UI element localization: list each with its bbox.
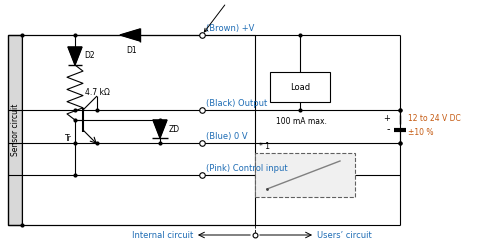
Text: 4.7 kΩ: 4.7 kΩ xyxy=(85,88,110,97)
FancyBboxPatch shape xyxy=(255,153,355,197)
Text: 100 mA max.: 100 mA max. xyxy=(276,117,326,126)
Text: Load: Load xyxy=(290,83,310,91)
Text: Users’ circuit: Users’ circuit xyxy=(317,230,372,240)
Text: ZD: ZD xyxy=(169,125,180,133)
Text: Internal circuit: Internal circuit xyxy=(132,230,193,240)
Text: -: - xyxy=(386,125,390,134)
FancyBboxPatch shape xyxy=(270,72,330,102)
Polygon shape xyxy=(153,120,167,138)
Text: +: + xyxy=(383,114,390,123)
Text: Color code: Color code xyxy=(204,0,254,32)
Text: ±10 %: ±10 % xyxy=(408,128,434,137)
Text: (Brown) +V: (Brown) +V xyxy=(206,24,254,33)
Text: Tr: Tr xyxy=(65,134,72,143)
Text: (Pink) Control input: (Pink) Control input xyxy=(206,164,288,173)
Text: D2: D2 xyxy=(84,52,94,60)
Polygon shape xyxy=(68,47,82,65)
Text: Sensor circuit: Sensor circuit xyxy=(10,104,20,156)
FancyBboxPatch shape xyxy=(22,35,255,225)
Text: * 1: * 1 xyxy=(259,142,270,151)
FancyBboxPatch shape xyxy=(8,35,22,225)
Text: 12 to 24 V DC: 12 to 24 V DC xyxy=(408,114,461,123)
Polygon shape xyxy=(120,29,140,41)
Text: (Black) Output: (Black) Output xyxy=(206,99,267,108)
Text: D1: D1 xyxy=(126,46,138,55)
Text: (Blue) 0 V: (Blue) 0 V xyxy=(206,132,248,141)
